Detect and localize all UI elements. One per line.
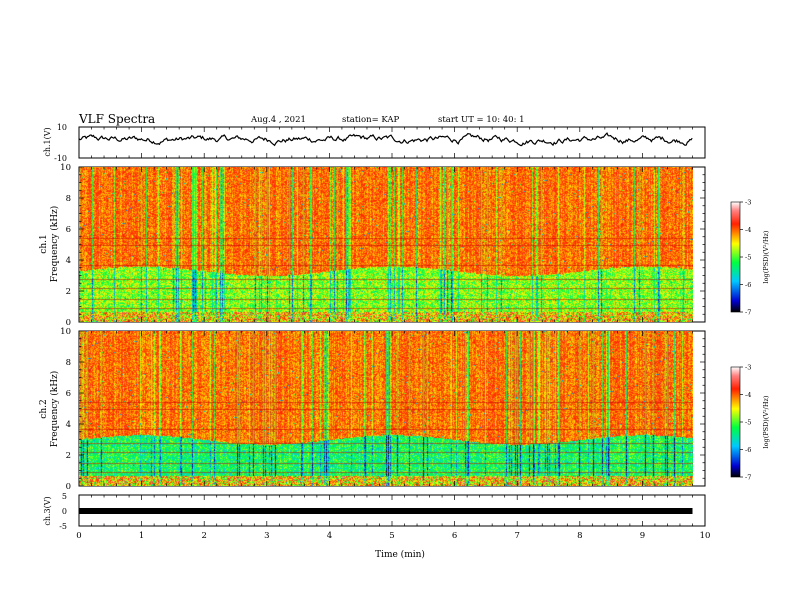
ch1-waveform-line (78, 132, 693, 147)
ch3-ytick-mid: 0 (62, 507, 67, 516)
frequency-tick-label: 2 (66, 287, 71, 297)
ch1-spectrogram-panel: 0 2 4 6 8 10 ch.1 Frequency (kHz) (39, 163, 706, 328)
frequency-tick-label: 0 (66, 482, 71, 492)
frequency-tick-label: 8 (66, 358, 71, 368)
time-axis: 0 1 2 3 4 5 6 7 8 9 10 (76, 531, 710, 541)
time-tick-label: 5 (389, 531, 394, 541)
frequency-tick-label: 6 (66, 389, 71, 399)
time-tick-label: 4 (327, 531, 332, 541)
colorbar-tick-label: -3 (745, 364, 751, 372)
colorbar-tick-label: -3 (745, 199, 751, 207)
ch2-colorbar-label: log(PSD)(V²/Hz) (762, 395, 770, 448)
start-time-label: start UT = 10: 40: 1 (438, 115, 525, 125)
time-tick-label: 6 (452, 531, 457, 541)
frequency-tick-label: 10 (60, 327, 71, 337)
ch2-spectrogram-ylabel: Frequency (kHz) (49, 371, 60, 448)
time-tick-label: 0 (76, 531, 81, 541)
ch3-waveform-panel: 5 0 -5 ch.3(V) (43, 492, 706, 531)
frequency-tick-label: 4 (66, 256, 71, 266)
frequency-tick-label: 0 (66, 318, 71, 328)
ch2-colorbar-gradient (730, 366, 741, 478)
time-tick-label: 2 (201, 531, 206, 541)
colorbar-tick-label: -7 (745, 474, 751, 482)
date-label: Aug.4 , 2021 (250, 115, 306, 125)
time-tick-label: 8 (577, 531, 582, 541)
time-tick-label: 1 (139, 531, 144, 541)
figure-title: VLF Spectra (78, 112, 155, 126)
ch3-waveform-line (79, 508, 693, 514)
ch1-colorbar: -3 -4 -5 -6 -7 log(PSD)(V²/Hz) (730, 199, 770, 317)
time-tick-label: 9 (640, 531, 645, 541)
frequency-tick-label: 10 (60, 163, 71, 173)
frequency-tick-label: 6 (66, 225, 71, 235)
time-tick-label: 7 (514, 531, 519, 541)
ch1-waveform-frame (78, 126, 706, 159)
colorbar-tick-label: -7 (745, 309, 751, 317)
time-tick-label: 3 (264, 531, 269, 541)
colorbar-tick-label: -6 (745, 281, 751, 289)
ch1-spectrogram-ylabel: Frequency (kHz) (49, 206, 60, 283)
frequency-tick-label: 2 (66, 451, 71, 461)
colorbar-tick-label: -5 (745, 254, 751, 262)
ch2-spectrogram-ylabel-ch: ch.2 (39, 399, 49, 418)
ch1-spectrogram-ylabel-ch: ch.1 (39, 234, 49, 253)
ch1-ytick-top: 10 (57, 123, 67, 132)
ch2-spectrogram-image (79, 331, 693, 486)
ch1-spectrogram-image (79, 167, 693, 322)
ch1-colorbar-label: log(PSD)(V²/Hz) (762, 230, 770, 283)
time-tick-label: 10 (700, 531, 711, 541)
ch1-waveform-ylabel: ch.1(V) (43, 127, 52, 156)
ch3-ytick-top: 5 (62, 492, 67, 501)
colorbar-tick-label: -5 (745, 419, 751, 427)
ch2-spectrogram-panel: 0 2 4 6 8 10 ch.2 Frequency (kHz) (39, 327, 706, 492)
station-label: station= KAP (342, 115, 400, 125)
ch1-colorbar-gradient (730, 201, 741, 313)
ch3-waveform-ylabel: ch.3(V) (43, 496, 52, 525)
frequency-tick-label: 4 (66, 420, 71, 430)
colorbar-tick-label: -4 (745, 391, 751, 399)
ch2-colorbar: -3 -4 -5 -6 -7 log(PSD)(V²/Hz) (730, 364, 770, 482)
colorbar-tick-label: -6 (745, 446, 751, 454)
ch3-ytick-bottom: -5 (59, 522, 67, 531)
frequency-tick-label: 8 (66, 194, 71, 204)
ch1-ytick-bottom: -10 (54, 154, 67, 163)
ch1-waveform-panel: 10 -10 ch.1(V) (43, 123, 706, 163)
time-axis-label: Time (min) (375, 549, 425, 560)
colorbar-tick-label: -4 (745, 226, 751, 234)
